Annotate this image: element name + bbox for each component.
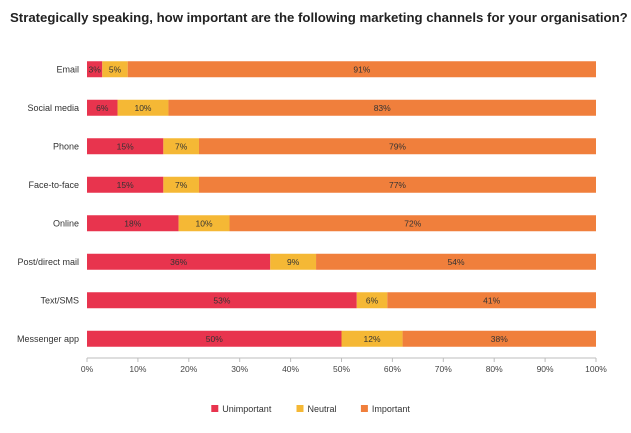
bar-segment-unimportant xyxy=(87,176,164,193)
x-tick-label: 60% xyxy=(384,364,401,374)
bar-value-label: 72% xyxy=(404,218,421,228)
bar-value-label: 79% xyxy=(389,141,406,151)
bar-value-label: 41% xyxy=(483,295,500,305)
bar-value-label: 5% xyxy=(109,64,122,74)
x-tick-label: 40% xyxy=(282,364,299,374)
x-tick-label: 70% xyxy=(435,364,452,374)
bar-value-label: 18% xyxy=(124,218,141,228)
legend-label: Neutral xyxy=(308,404,337,414)
bar-segment-important xyxy=(316,253,596,270)
bar-value-label: 36% xyxy=(170,257,187,267)
bar-segment-neutral xyxy=(163,138,199,155)
bar-value-label: 7% xyxy=(175,141,188,151)
bar-segment-important xyxy=(387,292,596,309)
bar-segment-unimportant xyxy=(87,292,357,309)
bar-segment-unimportant xyxy=(87,99,118,116)
bar-value-label: 3% xyxy=(88,64,101,74)
x-tick-label: 50% xyxy=(333,364,350,374)
bar-value-label: 12% xyxy=(364,334,381,344)
bar-segment-important xyxy=(402,330,596,347)
category-label: Email xyxy=(56,64,79,74)
legend-label: Unimportant xyxy=(222,404,272,414)
bar-segment-unimportant xyxy=(87,61,103,78)
category-label: Messenger app xyxy=(17,334,79,344)
legend-label: Important xyxy=(372,404,411,414)
bar-value-label: 15% xyxy=(117,180,134,190)
legend-swatch-unimportant xyxy=(211,405,219,412)
x-tick-label: 0% xyxy=(81,364,94,374)
bar-value-label: 54% xyxy=(448,257,465,267)
chart-title: Strategically speaking, how important ar… xyxy=(10,10,628,25)
bar-value-label: 53% xyxy=(213,295,230,305)
bar-value-label: 6% xyxy=(96,103,109,113)
bar-segment-important xyxy=(168,99,596,116)
bar-segment-neutral xyxy=(102,61,128,78)
category-label: Text/SMS xyxy=(40,295,79,305)
bar-segment-neutral xyxy=(270,253,317,270)
bar-segment-important xyxy=(127,61,596,78)
category-label: Social media xyxy=(27,103,79,113)
bar-segment-unimportant xyxy=(87,330,342,347)
category-label: Face-to-face xyxy=(28,180,79,190)
category-label: Post/direct mail xyxy=(17,257,79,267)
bar-value-label: 10% xyxy=(196,218,213,228)
bar-value-label: 10% xyxy=(134,103,151,113)
category-label: Online xyxy=(53,218,79,228)
x-tick-label: 20% xyxy=(180,364,197,374)
bar-segment-unimportant xyxy=(87,215,179,232)
bar-value-label: 50% xyxy=(206,334,223,344)
bar-value-label: 7% xyxy=(175,180,188,190)
bar-value-label: 9% xyxy=(287,257,300,267)
bar-segment-neutral xyxy=(356,292,388,309)
legend-swatch-important xyxy=(360,405,368,412)
bar-value-label: 6% xyxy=(366,295,379,305)
category-label: Phone xyxy=(53,141,79,151)
x-tick-label: 10% xyxy=(129,364,146,374)
bar-value-label: 83% xyxy=(374,103,391,113)
bar-segment-unimportant xyxy=(87,138,164,155)
bar-value-label: 91% xyxy=(353,64,370,74)
bar-value-label: 15% xyxy=(117,141,134,151)
bar-segment-neutral xyxy=(163,176,199,193)
legend-swatch-neutral xyxy=(296,405,304,412)
x-tick-label: 30% xyxy=(231,364,248,374)
bar-segment-important xyxy=(198,176,597,193)
x-tick-label: 80% xyxy=(486,364,503,374)
x-tick-label: 90% xyxy=(537,364,554,374)
x-tick-label: 100% xyxy=(585,364,607,374)
bar-segment-neutral xyxy=(341,330,403,347)
bar-segment-neutral xyxy=(117,99,169,116)
bar-value-label: 38% xyxy=(491,334,508,344)
bar-segment-important xyxy=(229,215,596,232)
bar-segment-unimportant xyxy=(87,253,271,270)
bar-segment-neutral xyxy=(178,215,230,232)
bar-segment-important xyxy=(198,138,597,155)
bar-value-label: 77% xyxy=(389,180,406,190)
